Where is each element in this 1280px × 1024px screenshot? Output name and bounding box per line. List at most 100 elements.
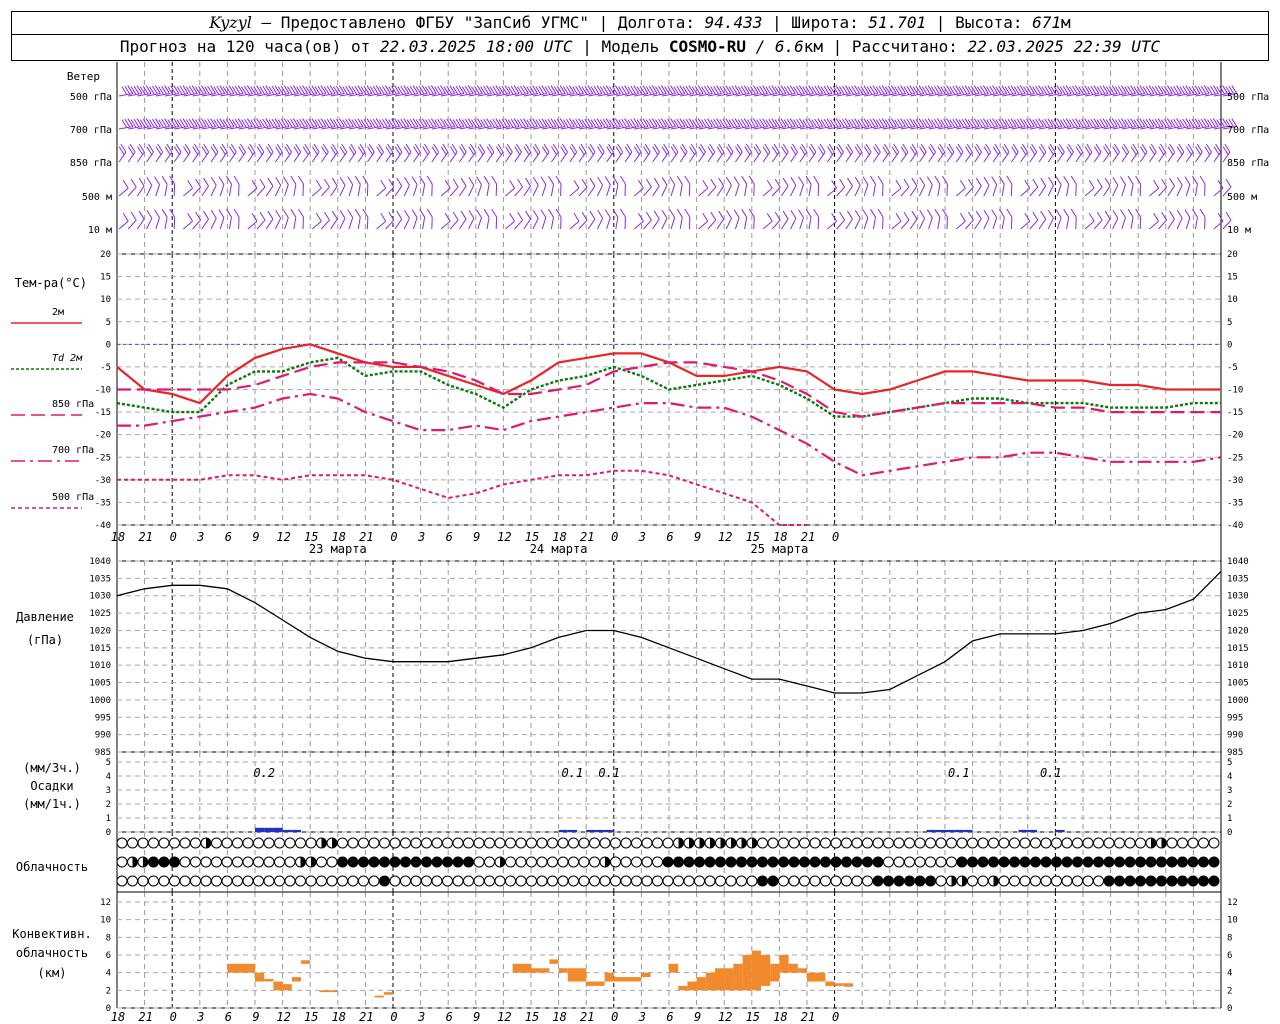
wind-barb-shaft [891,220,902,230]
wind-barb [1184,209,1191,230]
temp-tick-right: 20 [1227,250,1238,260]
wind-barb [1103,85,1118,97]
wind-barb-shaft [1213,93,1228,97]
wind-barb-shaft [220,126,235,130]
wind-barb-flag [207,118,214,128]
wind-barb-shaft [136,218,145,230]
wind-barb-shaft [210,217,217,230]
wind-barb [1020,118,1035,130]
wind-barb-shaft [542,126,557,130]
press-tick-right: 985 [1227,748,1243,758]
wind-barb-flag [862,209,869,218]
wind-barb [321,85,336,97]
wind-barb-shaft [550,184,554,197]
wind-barb-flag [437,85,444,95]
wind-barb-shaft [422,184,426,197]
cloud-symbol [1145,837,1157,849]
wind-barb-flag [1069,119,1075,128]
cloud-circle [473,856,485,868]
wind-barb-flag [195,86,201,95]
conv-tick-right: 12 [1227,898,1238,908]
temp-tick-right: -25 [1227,453,1243,463]
wind-barb-flag [966,143,973,153]
wind-barb-flag [765,86,772,95]
wind-barb-flag [645,119,652,128]
wind-barb-flag [844,85,851,94]
wind-barb [680,85,695,97]
wind-barb [330,210,338,230]
wind-barb-flag [219,85,226,94]
wind-barb-flag [1038,85,1045,94]
cloud-circle [757,875,768,887]
cloud-circle [379,856,390,868]
wind-barb [1204,143,1212,163]
wind-barb-shaft [164,93,179,97]
wind-barb-flag [317,85,324,95]
wind-barb [1120,176,1126,197]
wind-barb-shaft [1075,151,1084,163]
wind-barb-shaft [827,93,842,97]
wind-barb-shaft [1222,126,1237,130]
convective-cloud-layer [227,950,853,998]
cloud-symbol [652,856,663,868]
wind-barb-flag [895,180,902,189]
wind-barb-flag [768,118,775,128]
wind-barb-flag [360,119,367,128]
wind-barb [476,209,482,230]
wind-barb-shaft [670,217,676,230]
wind-barb-shaft [413,93,428,97]
wind-barb-flag [612,118,618,128]
cloud-circle [347,837,359,849]
wind-barb-flag [347,209,354,218]
wind-barb-flag [700,143,706,153]
wind-barb [192,211,202,230]
wind-barb-shaft [450,126,465,130]
wind-barb-flag [847,143,854,153]
cloud-symbol [1051,856,1062,868]
wind-barb-shaft [965,186,974,197]
wind-barb-flag [491,208,498,218]
wind-barb [1112,176,1119,197]
wind-barb-flag [994,143,1001,153]
station-name: Kyzyl [209,13,252,32]
wind-barb-flag [480,119,487,128]
wind-barb [808,143,817,163]
cloud-symbol [557,856,569,868]
temp-legend-label: 700 гПа [52,445,94,456]
wind-barb-flag [790,209,797,219]
wind-barb-flag [471,86,477,95]
precip-tick-right: 0 [1227,828,1232,838]
wind-barb-flag [302,118,309,127]
wind-barb [813,175,820,197]
wind-barb-flag [384,118,391,127]
cloud-symbol [757,875,768,887]
wind-barb [426,208,433,230]
wind-barb-flag [1199,208,1206,218]
wind-barb-shaft [1020,151,1028,163]
cloud-circle [400,837,411,849]
wind-barb-flag [1038,118,1045,127]
wind-barb-flag [1102,118,1109,127]
wind-barb-flag [1160,143,1166,153]
time-tick-label: 0 [611,530,618,544]
wind-barb [725,209,732,230]
wind-barb-flag [593,85,600,95]
wind-barb-flag [783,86,790,95]
wind-barb-flag [467,85,474,94]
cloud-circle [1061,837,1073,849]
wind-level-label-right: 10 м [1227,225,1251,236]
wind-barb-flag [1104,210,1111,220]
cloud-symbol [295,856,306,868]
wind-barb [587,143,596,163]
wind-barb-flag [737,119,744,128]
wind-barb [1167,118,1183,130]
wind-barb-flag [1081,118,1088,128]
press-tick-left: 1030 [89,592,111,602]
wind-barb-flag [142,85,149,95]
wind-barb [992,85,1008,97]
wind-barb-flag [368,143,375,153]
wind-barb-shaft [634,93,649,97]
wind-barb-flag [509,213,516,222]
wind-barb-flag [900,118,907,127]
wind-barb [1121,85,1137,97]
